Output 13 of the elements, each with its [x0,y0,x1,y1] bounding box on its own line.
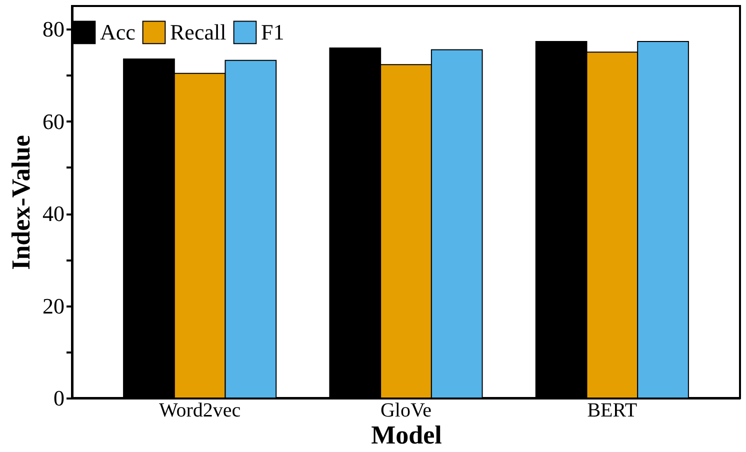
x-tick-label: Word2vec [158,400,241,422]
y-tick-label: 80 [42,16,64,42]
x-tick-label: BERT [587,400,638,422]
y-tick-label: 0 [54,386,64,410]
legend-label: F1 [261,19,284,44]
legend-label: Recall [170,19,226,44]
legend-label: Acc [100,19,136,44]
y-tick-label: 20 [42,293,64,318]
x-axis-title: Model [371,420,442,450]
y-tick-label: 40 [42,201,64,226]
x-tick-label: GloVe [380,400,432,422]
y-axis-title: Index-Value [6,135,36,270]
y-tick-label: 60 [42,108,64,134]
